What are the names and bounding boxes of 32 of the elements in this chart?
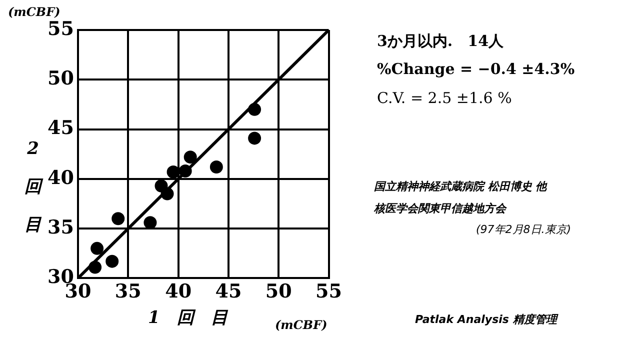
x-axis-title: 1 回 目 — [148, 307, 228, 329]
point — [184, 150, 197, 164]
point — [178, 164, 192, 178]
x-tick-label: 45 — [215, 280, 242, 303]
text: %Change = −0.4 ±4.3% — [377, 60, 575, 78]
y-tick-label: 45 — [48, 117, 74, 140]
text: 3か月以内. 14人 — [377, 32, 504, 51]
point — [112, 212, 125, 226]
point — [90, 242, 104, 255]
x-tick-label: 35 — [114, 280, 142, 303]
point — [88, 260, 102, 274]
x-tick-label: 40 — [165, 280, 192, 303]
point — [106, 254, 119, 268]
y-tick-label: 35 — [48, 216, 74, 238]
text: (mCBF) — [275, 318, 328, 332]
point — [248, 132, 262, 145]
x-tick-label: 50 — [265, 280, 292, 303]
point — [210, 160, 223, 174]
point — [248, 102, 262, 116]
text: 国立精神神経武蔵病院 松田博史 他 — [374, 179, 547, 194]
text: (97年2月8日.東京) — [476, 222, 572, 237]
point — [160, 187, 174, 200]
x-tick-label: 55 — [316, 280, 342, 303]
text: (mCBF) — [8, 5, 60, 19]
y-tick-label: 50 — [48, 68, 74, 90]
y-tick-label: 40 — [48, 166, 74, 189]
y-axis-title: 2回目 — [24, 138, 44, 237]
text: Patlak Analysis 精度管理 — [415, 312, 557, 327]
text: 核医学会関東甲信越地方会 — [374, 201, 506, 216]
point — [144, 216, 157, 230]
y-tick-label: 55 — [48, 18, 74, 40]
text: C.V. = 2.5 ±1.6 % — [377, 89, 512, 107]
